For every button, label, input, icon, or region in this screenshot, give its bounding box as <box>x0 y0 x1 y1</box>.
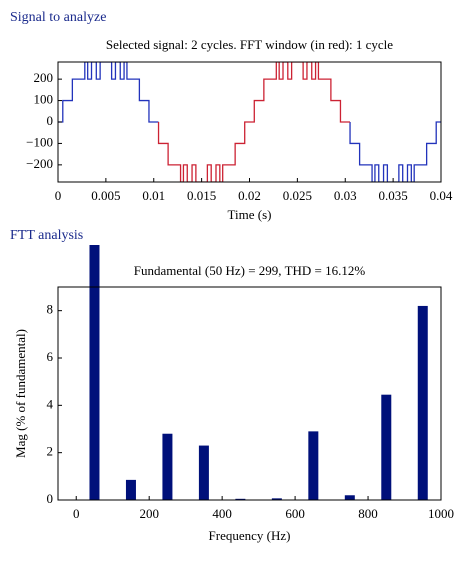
bar <box>125 479 136 500</box>
x-tick-label: 0.02 <box>238 188 261 203</box>
plot-area <box>58 287 441 500</box>
bar <box>271 498 282 500</box>
x-tick-label: 0.04 <box>430 188 453 203</box>
bar <box>381 394 392 500</box>
y-tick-label: 100 <box>34 92 54 107</box>
x-tick-label: 0 <box>55 188 62 203</box>
y-tick-label: 0 <box>47 113 54 128</box>
x-tick-label: 0.03 <box>334 188 357 203</box>
x-tick-label: 0 <box>73 506 80 521</box>
bar <box>235 498 246 500</box>
y-tick-label: 0 <box>47 491 54 506</box>
y-tick-label: −100 <box>26 134 53 149</box>
y-tick-label: 6 <box>47 349 54 364</box>
y-axis-label: Mag (% of fundamental) <box>13 329 28 458</box>
bar <box>89 245 100 500</box>
x-tick-label: 0.015 <box>187 188 216 203</box>
y-tick-label: 4 <box>47 396 54 411</box>
x-tick-label: 400 <box>212 506 232 521</box>
panel-label: Signal to analyze <box>10 10 106 25</box>
x-axis-label: Frequency (Hz) <box>209 528 291 543</box>
x-tick-label: 0.025 <box>283 188 312 203</box>
y-tick-label: −200 <box>26 156 53 171</box>
signal-line <box>157 62 351 182</box>
bar <box>417 305 428 500</box>
x-tick-label: 200 <box>139 506 159 521</box>
panel-label: FTT analysis <box>10 228 83 243</box>
y-tick-label: 2 <box>47 444 54 459</box>
plot-content <box>58 62 441 182</box>
chart-title: Fundamental (50 Hz) = 299, THD = 16.12% <box>134 263 366 278</box>
bar <box>162 433 173 500</box>
x-axis-label: Time (s) <box>228 207 272 222</box>
axes-box <box>57 286 442 501</box>
x-tick-label: 0.005 <box>91 188 120 203</box>
chart-title: Selected signal: 2 cycles. FFT window (i… <box>106 37 393 52</box>
y-tick-label: 8 <box>47 302 54 317</box>
x-tick-label: 800 <box>358 506 378 521</box>
x-tick-label: 600 <box>285 506 305 521</box>
bar <box>198 445 209 500</box>
x-tick-label: 1000 <box>428 506 454 521</box>
signal-line <box>58 62 441 182</box>
x-tick-label: 0.035 <box>379 188 408 203</box>
x-tick-label: 0.01 <box>142 188 165 203</box>
y-tick-label: 200 <box>34 70 54 85</box>
bar <box>308 431 319 500</box>
bar <box>344 495 355 500</box>
